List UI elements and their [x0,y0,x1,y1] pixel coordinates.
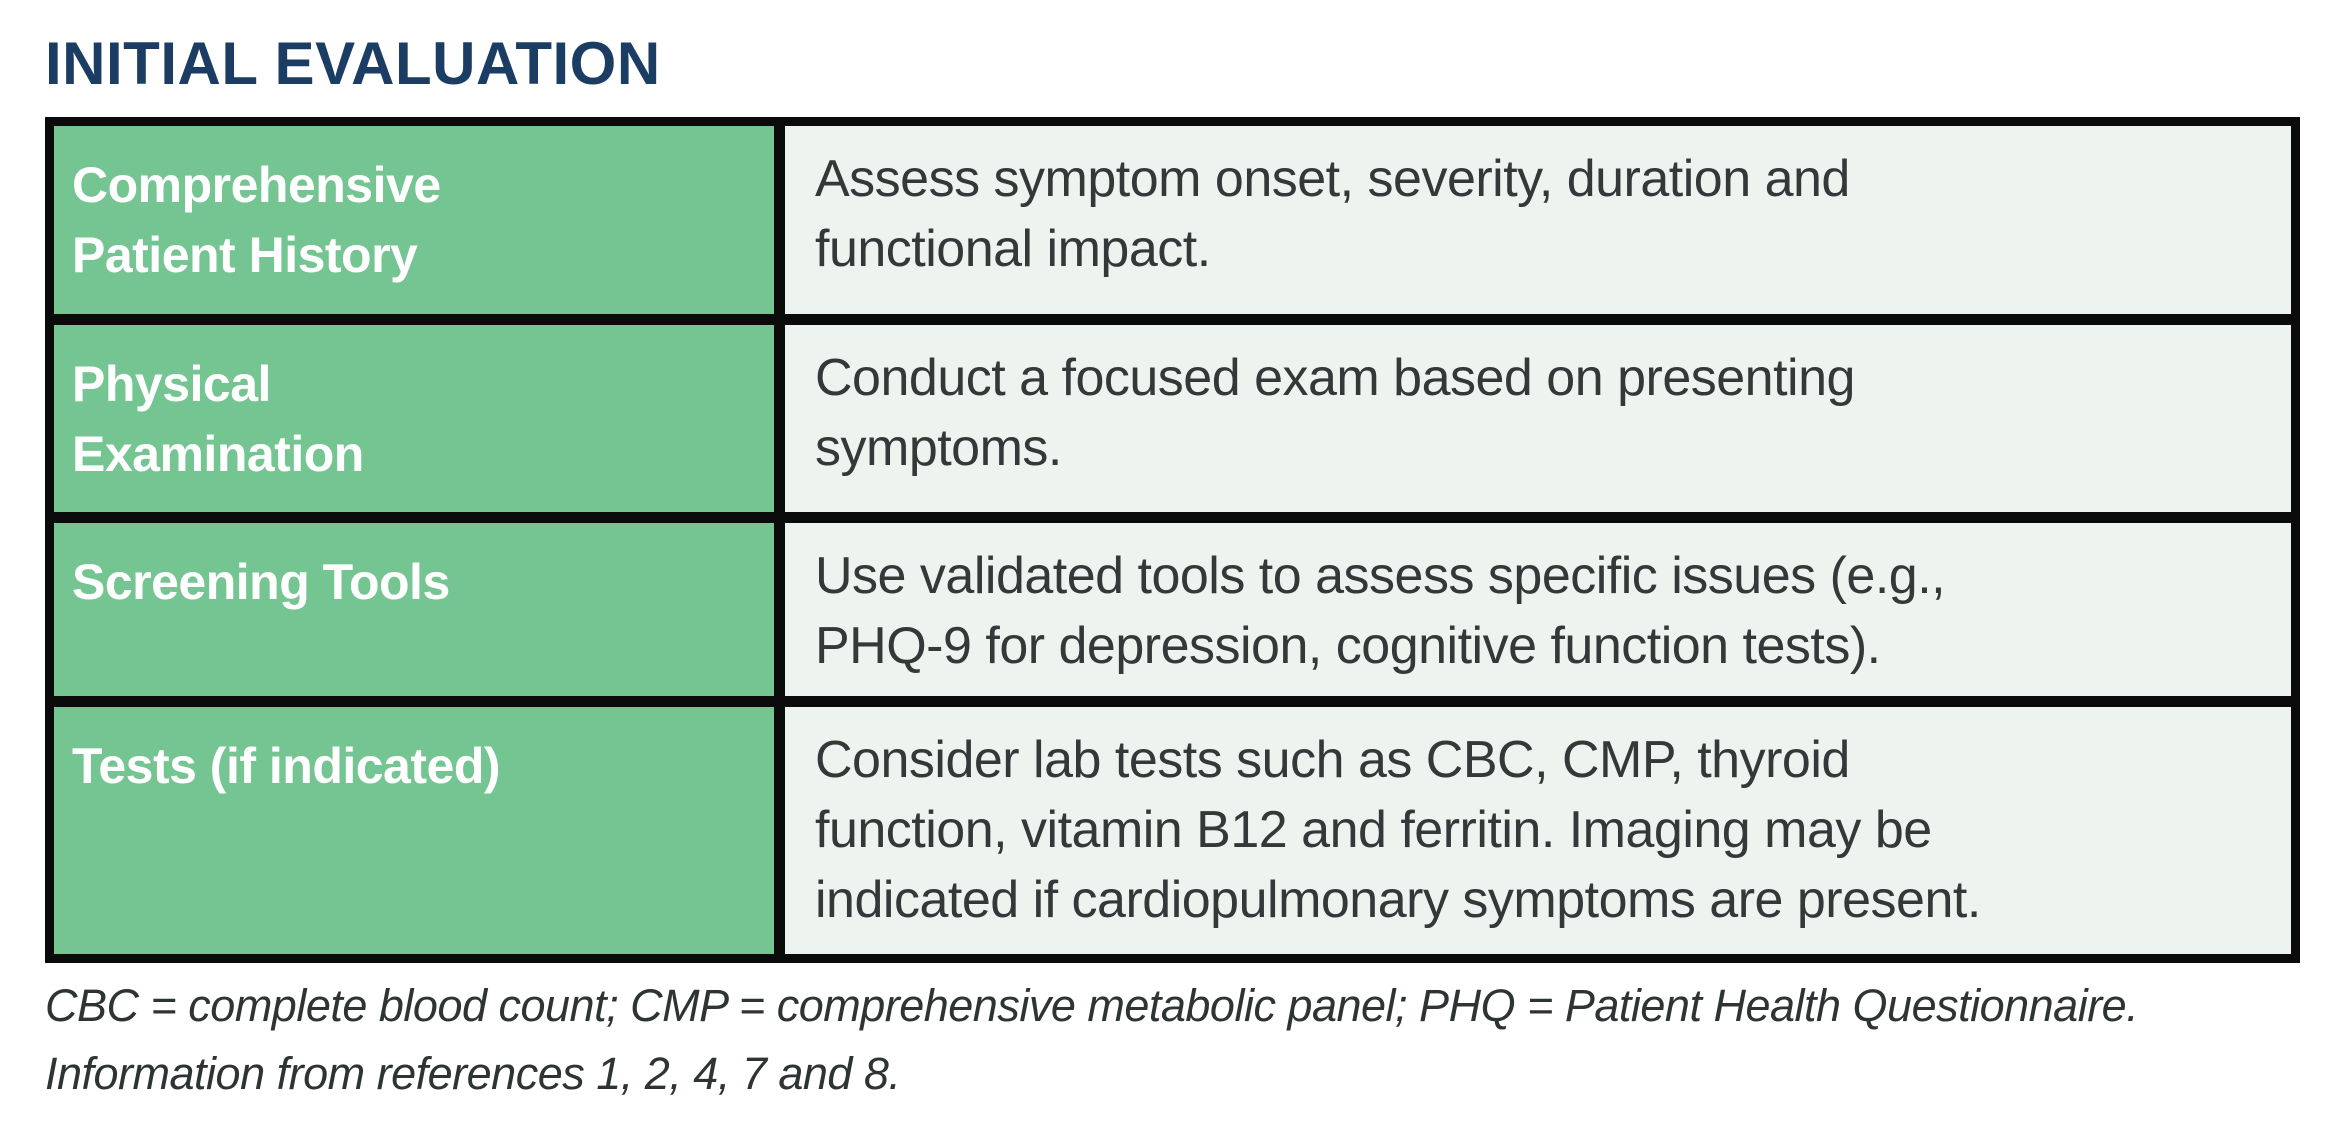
row-header-physical-examination: Physical Examination [54,325,774,512]
figure-page: INITIAL EVALUATION Comprehensive Patient… [45,31,2302,1108]
initial-evaluation-table: Comprehensive Patient History Assess sym… [45,117,2300,963]
footnote-references: Information from references 1, 2, 4, 7 a… [45,1048,901,1099]
row-description-physical-examination: Conduct a focused exam based on presenti… [785,325,2291,512]
row-header-tests-if-indicated: Tests (if indicated) [54,707,774,954]
row-description-screening-tools: Use validated tools to assess specific i… [785,523,2291,696]
page-title: INITIAL EVALUATION [45,30,661,97]
row-description-comprehensive-patient-history: Assess symptom onset, severity, duration… [785,126,2291,314]
table-footnotes: CBC = complete blood count; CMP = compre… [45,972,2302,1108]
row-header-screening-tools: Screening Tools [54,523,774,696]
footnote-abbreviations: CBC = complete blood count; CMP = compre… [45,980,2139,1031]
row-description-tests-if-indicated: Consider lab tests such as CBC, CMP, thy… [785,707,2291,954]
row-header-comprehensive-patient-history: Comprehensive Patient History [54,126,774,314]
